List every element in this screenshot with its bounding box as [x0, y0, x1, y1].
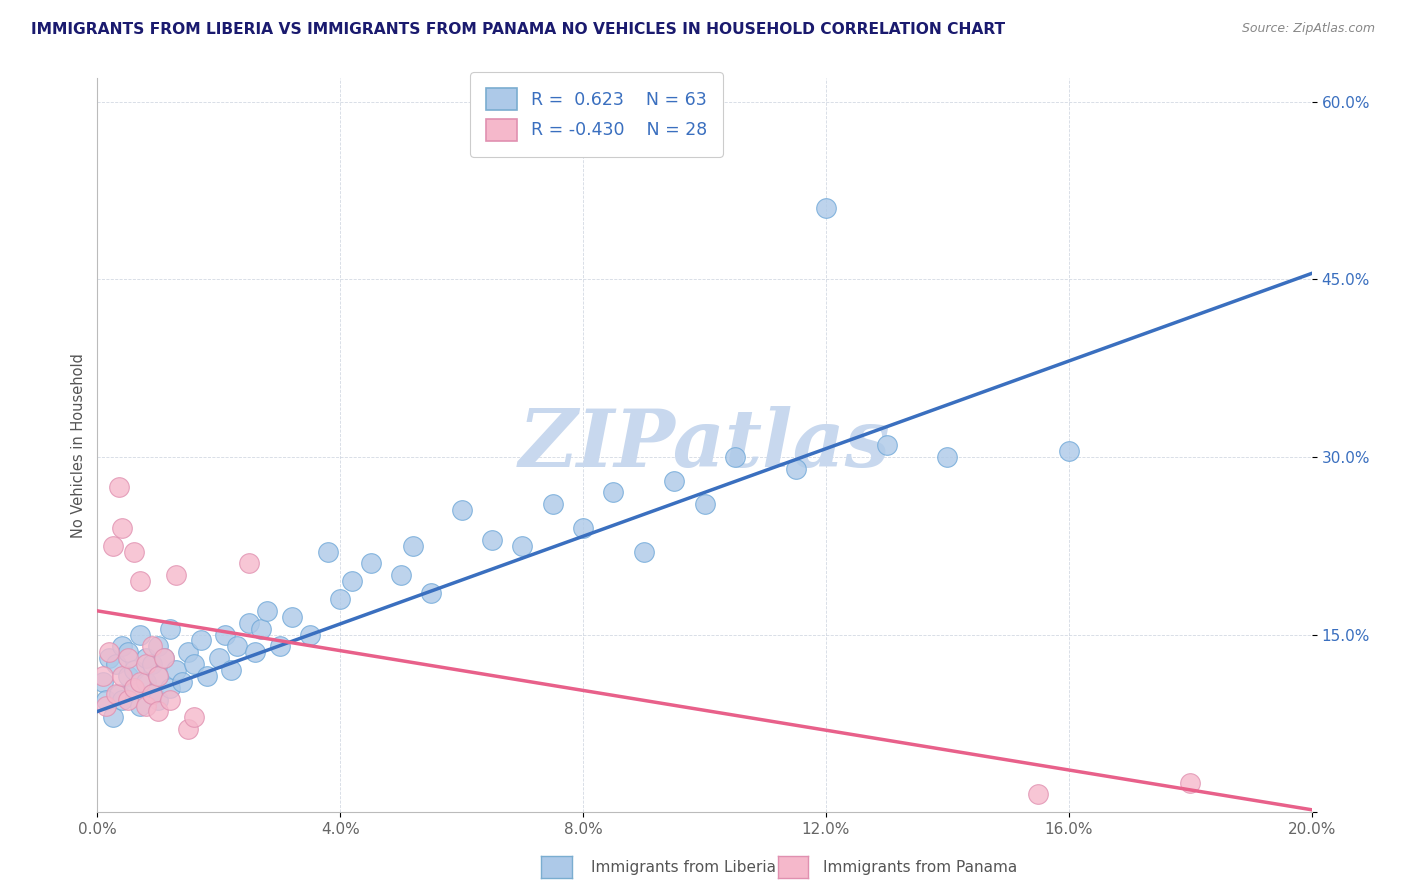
Text: Immigrants from Liberia: Immigrants from Liberia	[591, 861, 776, 875]
Point	[572, 521, 595, 535]
Point	[165, 568, 187, 582]
Point	[135, 657, 157, 672]
Point	[280, 609, 302, 624]
Point	[159, 692, 181, 706]
Point	[128, 574, 150, 589]
Point	[214, 627, 236, 641]
Point	[141, 687, 163, 701]
Point	[329, 592, 352, 607]
Text: Source: ZipAtlas.com: Source: ZipAtlas.com	[1241, 22, 1375, 36]
Point	[159, 681, 181, 695]
Point	[141, 687, 163, 701]
Point	[122, 663, 145, 677]
Point	[141, 640, 163, 654]
Point	[135, 674, 157, 689]
Point	[876, 438, 898, 452]
Point	[111, 521, 134, 535]
Point	[936, 450, 959, 464]
Point	[101, 710, 124, 724]
Point	[298, 627, 321, 641]
Point	[250, 622, 273, 636]
Point	[450, 503, 472, 517]
Point	[146, 640, 169, 654]
Point	[101, 539, 124, 553]
Point	[135, 651, 157, 665]
Legend: R =  0.623    N = 63, R = -0.430    N = 28: R = 0.623 N = 63, R = -0.430 N = 28	[471, 72, 723, 157]
Point	[238, 557, 260, 571]
Text: ZIPatlas: ZIPatlas	[519, 407, 890, 483]
Point	[117, 692, 139, 706]
Point	[146, 669, 169, 683]
Point	[269, 640, 291, 654]
Point	[177, 723, 200, 737]
Point	[420, 586, 443, 600]
Point	[602, 485, 624, 500]
Point	[165, 663, 187, 677]
Point	[141, 657, 163, 672]
Point	[481, 533, 503, 547]
Point	[693, 497, 716, 511]
Point	[316, 544, 339, 558]
Point	[128, 698, 150, 713]
Point	[117, 645, 139, 659]
Point	[245, 645, 267, 659]
Point	[219, 663, 242, 677]
Point	[724, 450, 747, 464]
Point	[208, 651, 231, 665]
Point	[153, 651, 176, 665]
Point	[662, 474, 685, 488]
Point	[104, 687, 127, 701]
Point	[111, 692, 134, 706]
Point	[122, 681, 145, 695]
Point	[146, 692, 169, 706]
Point	[256, 604, 278, 618]
Point	[96, 698, 118, 713]
Point	[128, 674, 150, 689]
Point	[342, 574, 364, 589]
Point	[195, 669, 218, 683]
Point	[117, 669, 139, 683]
Point	[107, 479, 129, 493]
Point	[183, 657, 205, 672]
Point	[1028, 788, 1050, 802]
Point	[183, 710, 205, 724]
Point	[512, 539, 534, 553]
Y-axis label: No Vehicles in Household: No Vehicles in Household	[72, 352, 86, 538]
Point	[1057, 444, 1080, 458]
Point	[135, 698, 157, 713]
Point	[389, 568, 412, 582]
Point	[172, 674, 194, 689]
Point	[93, 669, 115, 683]
Point	[360, 557, 382, 571]
Point	[238, 615, 260, 630]
Point	[122, 681, 145, 695]
Text: Immigrants from Panama: Immigrants from Panama	[823, 861, 1017, 875]
Point	[153, 651, 176, 665]
Point	[98, 645, 121, 659]
Point	[146, 669, 169, 683]
Text: IMMIGRANTS FROM LIBERIA VS IMMIGRANTS FROM PANAMA NO VEHICLES IN HOUSEHOLD CORRE: IMMIGRANTS FROM LIBERIA VS IMMIGRANTS FR…	[31, 22, 1005, 37]
Point	[128, 627, 150, 641]
Point	[541, 497, 564, 511]
Point	[111, 640, 134, 654]
Point	[111, 669, 134, 683]
Point	[93, 674, 115, 689]
Point	[177, 645, 200, 659]
Point	[96, 692, 118, 706]
Point	[159, 622, 181, 636]
Point	[146, 705, 169, 719]
Point	[104, 657, 127, 672]
Point	[190, 633, 212, 648]
Point	[107, 687, 129, 701]
Point	[785, 462, 807, 476]
Point	[1180, 775, 1202, 789]
Point	[633, 544, 655, 558]
Point	[98, 651, 121, 665]
Point	[122, 544, 145, 558]
Point	[814, 201, 837, 215]
Point	[402, 539, 425, 553]
Point	[117, 651, 139, 665]
Point	[226, 640, 249, 654]
